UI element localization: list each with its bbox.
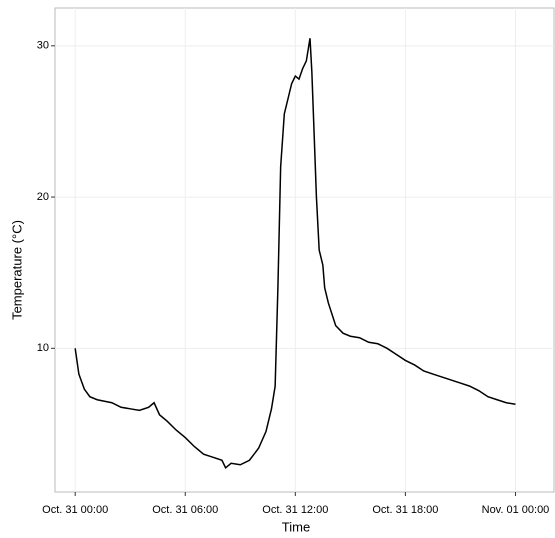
x-tick-label: Nov. 01 00:00 [482, 504, 550, 516]
y-axis-title: Temperature (°C) [9, 220, 24, 320]
x-tick-label: Oct. 31 18:00 [372, 504, 438, 516]
x-axis-title: Time [282, 519, 310, 534]
data-line [74, 38, 516, 469]
x-tick-label: Oct. 31 06:00 [152, 504, 218, 516]
y-tick-label: 20 [37, 191, 49, 203]
x-tick-label: Oct. 31 12:00 [262, 504, 328, 516]
x-tick-label: Oct. 31 00:00 [42, 504, 108, 516]
y-tick-label: 30 [37, 40, 49, 52]
y-tick-label: 10 [37, 342, 49, 354]
plot-panel [54, 7, 555, 493]
